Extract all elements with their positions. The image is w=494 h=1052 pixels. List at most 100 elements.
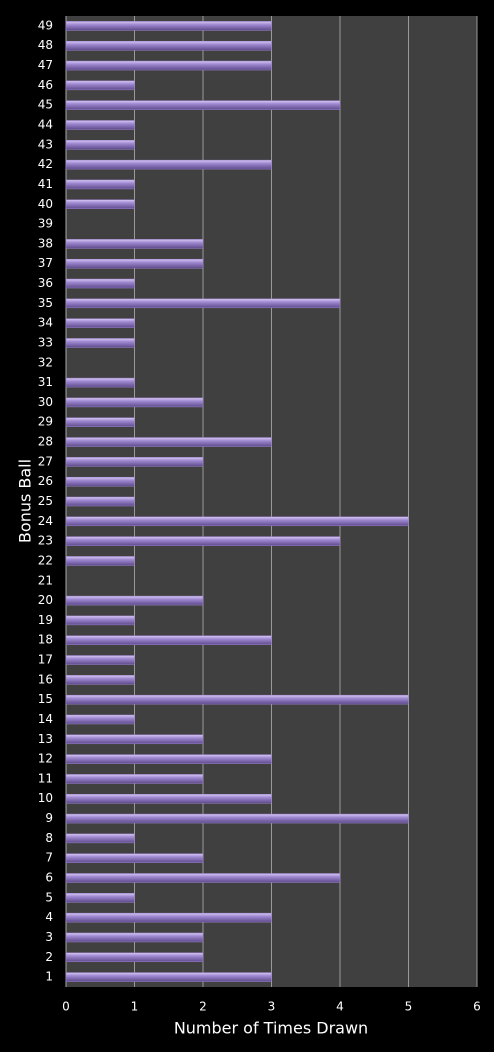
y-tick-label: 11	[38, 771, 53, 785]
bar	[65, 615, 135, 626]
y-tick-label: 36	[38, 276, 53, 290]
bar	[65, 833, 135, 844]
y-axis-title: Bonus Ball	[16, 459, 35, 543]
bar	[65, 417, 135, 427]
bar	[65, 595, 204, 606]
y-tick-label: 39	[38, 217, 53, 231]
y-tick-label: 29	[38, 415, 53, 429]
y-tick-label: 22	[38, 553, 53, 567]
bar	[65, 496, 135, 507]
bar	[65, 793, 272, 804]
y-tick-label: 16	[38, 672, 53, 686]
y-tick-label: 19	[38, 613, 53, 627]
y-tick-label: 8	[45, 831, 53, 845]
y-tick-label: 37	[38, 256, 53, 270]
y-tick-label: 41	[38, 177, 53, 191]
x-tick-label: 2	[199, 1000, 207, 1014]
y-tick-label: 25	[38, 494, 53, 508]
bar	[65, 298, 341, 309]
bar	[65, 318, 135, 328]
bar	[65, 377, 135, 388]
bar	[65, 140, 135, 150]
bar	[65, 873, 341, 883]
bar	[65, 972, 272, 982]
x-tick-label: 5	[405, 1000, 413, 1014]
y-tick-label: 18	[38, 633, 53, 647]
x-axis-title: Number of Times Drawn	[174, 1019, 368, 1038]
y-tick-label: 20	[38, 593, 53, 607]
y-tick-label: 45	[38, 98, 53, 112]
bar	[65, 120, 135, 130]
bar	[65, 60, 272, 71]
y-tick-label: 5	[45, 890, 53, 904]
bar	[65, 774, 204, 784]
bar	[65, 675, 135, 685]
bar	[65, 239, 204, 249]
x-tick-label: 4	[336, 1000, 344, 1014]
bar	[65, 516, 409, 527]
y-tick-label: 17	[38, 653, 53, 667]
y-tick-label: 31	[38, 375, 53, 389]
y-tick-label: 34	[38, 316, 53, 330]
y-tick-label: 24	[38, 514, 53, 528]
y-tick-label: 28	[38, 435, 53, 449]
x-tick-label: 3	[268, 1000, 276, 1014]
bar	[65, 893, 135, 903]
y-tick-label: 46	[38, 78, 53, 92]
bar	[65, 199, 135, 210]
bar	[65, 278, 135, 289]
y-tick-label: 7	[45, 851, 53, 865]
bar	[65, 40, 272, 51]
y-tick-label: 35	[38, 296, 53, 310]
y-tick-label: 1	[45, 970, 53, 984]
y-tick-label: 3	[45, 930, 53, 944]
bar	[65, 734, 204, 745]
y-tick-label: 21	[38, 573, 53, 587]
y-tick-label: 13	[38, 732, 53, 746]
bar	[65, 457, 204, 467]
y-tick-label: 10	[38, 791, 53, 805]
bar	[65, 635, 272, 645]
x-tick-label: 0	[62, 1000, 70, 1014]
y-tick-label: 43	[38, 137, 53, 151]
y-tick-label: 6	[45, 871, 53, 885]
bar	[65, 476, 135, 487]
x-tick-label: 1	[131, 1000, 139, 1014]
bar	[65, 437, 272, 447]
bar	[65, 397, 204, 408]
y-tick-label: 30	[38, 395, 53, 409]
x-tick-label: 6	[473, 1000, 481, 1014]
bar	[65, 655, 135, 665]
y-tick-label: 44	[38, 117, 53, 131]
y-tick-label: 33	[38, 335, 53, 349]
y-tick-label: 15	[38, 692, 53, 706]
y-tick-label: 27	[38, 454, 53, 468]
bar	[65, 536, 341, 546]
y-tick-label: 32	[38, 355, 53, 369]
bar	[65, 159, 272, 170]
y-tick-label: 14	[38, 712, 53, 726]
y-tick-label: 40	[38, 197, 53, 211]
y-tick-label: 9	[45, 811, 53, 825]
bar	[65, 714, 135, 725]
y-tick-label: 49	[38, 18, 53, 32]
y-tick-label: 4	[45, 910, 53, 924]
bar	[65, 179, 135, 190]
bar	[65, 21, 272, 31]
y-tick-label: 26	[38, 474, 53, 488]
bar	[65, 813, 409, 824]
bar	[65, 853, 204, 863]
bar	[65, 258, 204, 269]
bar	[65, 338, 135, 348]
bar	[65, 932, 204, 943]
bar	[65, 952, 204, 963]
bar	[65, 694, 409, 705]
y-tick-label: 23	[38, 534, 53, 548]
y-tick-label: 12	[38, 752, 53, 766]
bar	[65, 754, 272, 764]
y-tick-label: 2	[45, 950, 53, 964]
y-tick-label: 48	[38, 38, 53, 52]
bar	[65, 80, 135, 91]
y-tick-label: 38	[38, 236, 53, 250]
